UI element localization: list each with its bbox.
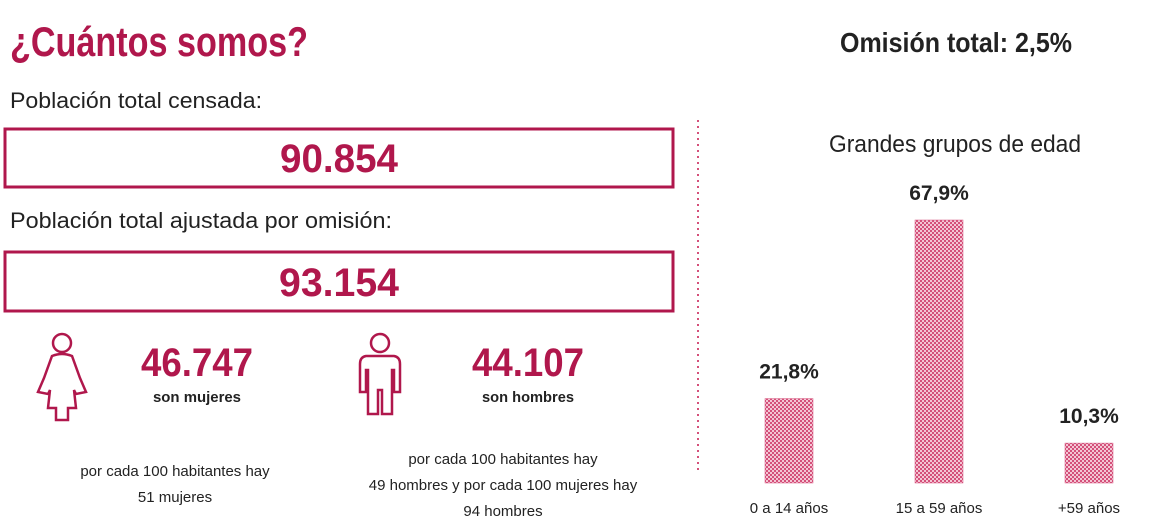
woman-icon xyxy=(36,332,88,422)
value-label: 67,9% xyxy=(909,182,969,205)
women-note: 51 mujeres xyxy=(138,489,212,506)
bar xyxy=(764,398,814,484)
women-note: por cada 100 habitantes hay xyxy=(80,463,270,480)
x-tick-label: 15 a 59 años xyxy=(896,500,983,517)
bar xyxy=(914,219,964,484)
x-tick-label: 0 a 14 años xyxy=(750,500,828,517)
women-label: son mujeres xyxy=(153,389,241,406)
chart-title: Grandes grupos de edad xyxy=(829,131,1081,158)
adjusted-box xyxy=(3,250,675,313)
man-icon xyxy=(358,332,402,416)
omission: Omisión total: 2,5% xyxy=(840,27,1072,58)
census-value: 90.854 xyxy=(280,137,399,181)
title: ¿Cuántos somos? xyxy=(10,18,308,65)
bar xyxy=(1064,442,1114,484)
women-value: 46.747 xyxy=(141,341,253,385)
men-note: por cada 100 habitantes hay xyxy=(408,451,598,468)
adjusted-value: 93.154 xyxy=(279,261,400,305)
value-label: 21,8% xyxy=(759,361,819,384)
adjusted-label: Población total ajustada por omisión: xyxy=(10,208,392,233)
value-label: 10,3% xyxy=(1059,405,1119,428)
men-value: 44.107 xyxy=(472,341,584,385)
men-note: 49 hombres y por cada 100 mujeres hay xyxy=(369,477,638,494)
census-label: Población total censada: xyxy=(10,88,262,113)
census-box xyxy=(3,127,675,189)
x-tick-label: +59 años xyxy=(1058,500,1120,517)
men-label: son hombres xyxy=(482,389,574,406)
men-note: 94 hombres xyxy=(463,503,542,520)
